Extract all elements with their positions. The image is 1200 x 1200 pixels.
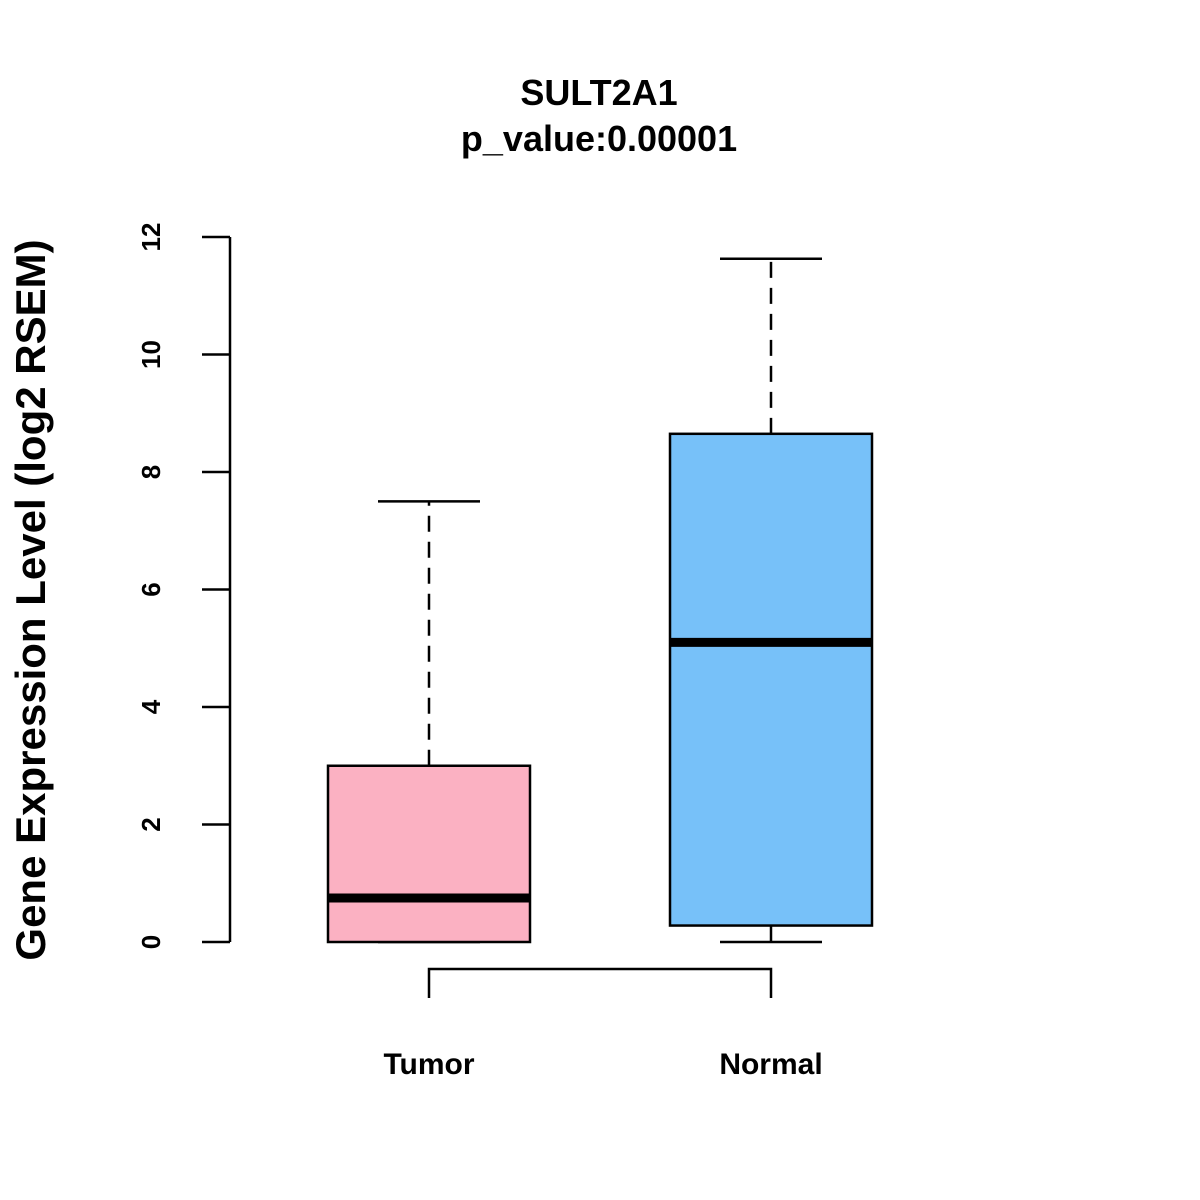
boxes-group bbox=[326, 257, 874, 944]
y-axis-label: Gene Expression Level (log2 RSEM) bbox=[7, 239, 54, 960]
bracket-line bbox=[427, 967, 773, 998]
box-iqr bbox=[668, 432, 874, 927]
y-tick-label: 8 bbox=[136, 465, 166, 479]
y-tick-label: 6 bbox=[136, 582, 166, 596]
y-tick-label: 10 bbox=[136, 340, 166, 369]
comparison-bracket bbox=[427, 967, 773, 998]
y-tick-label: 0 bbox=[136, 935, 166, 949]
category-label-normal: Normal bbox=[719, 1048, 822, 1081]
y-tick-label: 4 bbox=[136, 699, 166, 714]
chart-title: SULT2A1 bbox=[520, 72, 677, 113]
y-tick-label: 2 bbox=[136, 817, 166, 831]
chart-subtitle: p_value:0.00001 bbox=[461, 118, 737, 159]
box-tumor bbox=[326, 500, 532, 944]
category-label-tumor: Tumor bbox=[383, 1048, 474, 1081]
y-axis: 0 2 4 6 8 10 12 bbox=[136, 223, 232, 949]
box-normal bbox=[668, 257, 874, 944]
category-labels: Tumor Normal bbox=[383, 1048, 822, 1081]
y-tick-label: 12 bbox=[136, 223, 166, 252]
box-iqr bbox=[326, 764, 532, 944]
